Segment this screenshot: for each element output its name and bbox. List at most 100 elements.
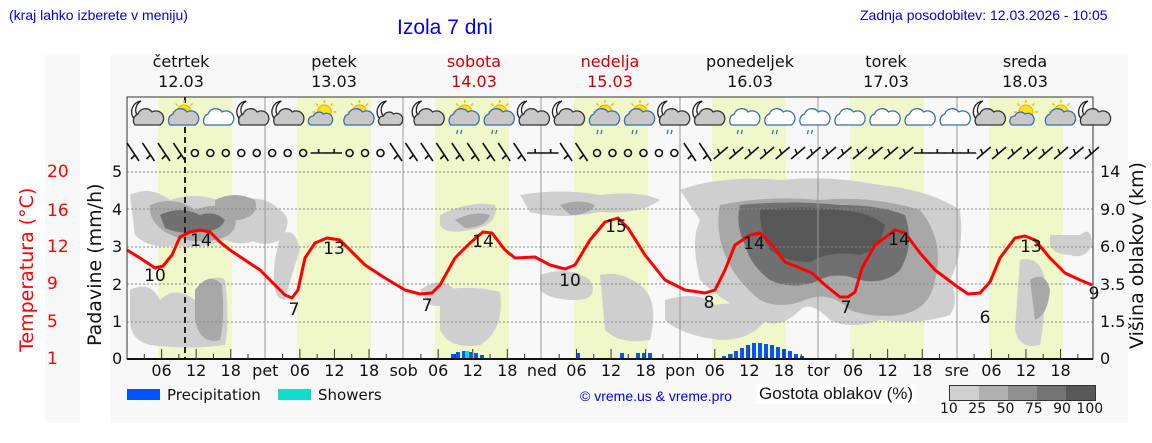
- cloudy-icon: [869, 108, 901, 126]
- weather-icons-row: [130, 100, 1112, 135]
- precip-bar: [620, 353, 624, 359]
- x-hour-label: 18: [773, 361, 795, 380]
- cloudy-icon: [202, 108, 235, 126]
- density-swatch-90: [1066, 386, 1095, 400]
- sun-cloud-drizzle-icon: [483, 100, 515, 135]
- temperature-label: 7: [422, 296, 433, 316]
- temp-tick: 16: [47, 201, 69, 221]
- wind-barb-icon: [976, 146, 992, 160]
- day-date: 17.03: [863, 72, 909, 91]
- page-title: Izola 7 dni: [397, 16, 493, 39]
- shower-bars: [465, 351, 469, 359]
- precip-bar: [468, 352, 472, 359]
- x-day-label: sob: [389, 361, 418, 380]
- precip-bar: [451, 354, 455, 359]
- x-hour-label: 06: [289, 361, 311, 380]
- day-date: 13.03: [311, 72, 357, 91]
- wind-barb-icon: [157, 142, 171, 162]
- x-hour-label: 12: [462, 361, 483, 380]
- day-name: ponedeljek: [706, 52, 794, 71]
- wind-barb-icon: [141, 142, 156, 162]
- temperature-label: 9: [1089, 284, 1100, 304]
- wind-barb-icon: [466, 142, 480, 162]
- calm-wind-icon: [592, 148, 602, 158]
- calm-wind-icon: [190, 148, 200, 158]
- temperature-label: 14: [190, 231, 212, 251]
- wind-barb-icon: [126, 142, 140, 162]
- cloud-height-tick: 1.5: [1100, 312, 1126, 331]
- wind-barb-icon: [1038, 146, 1054, 160]
- wind-barb-icon: [513, 142, 527, 162]
- precip-bar: [462, 351, 466, 359]
- density-label: 75: [1024, 401, 1043, 417]
- cloud-height-tick: 6.0: [1100, 237, 1126, 256]
- cloud-height-tick: 9.0: [1100, 200, 1126, 219]
- day-date: 15.03: [587, 72, 633, 91]
- showers-swatch: [278, 389, 311, 400]
- cloudy-icon: [939, 108, 971, 126]
- x-hour-label: 12: [739, 361, 760, 380]
- temperature-label: 7: [841, 298, 852, 318]
- wind-barb-icon: [542, 149, 559, 154]
- wind-barb-icon: [310, 149, 327, 154]
- calm-wind-icon: [252, 148, 262, 158]
- temperature-label: 13: [1020, 237, 1042, 257]
- temperature-label: 10: [144, 266, 166, 286]
- day-header-friday: petek 13.03: [265, 52, 403, 92]
- wind-barbs-row: [126, 142, 1100, 162]
- calm-wind-icon: [608, 148, 617, 158]
- x-hour-label: 12: [185, 361, 207, 380]
- copyright-link[interactable]: © vreme.us & vreme.pro: [580, 388, 732, 404]
- wind-barb-icon: [435, 142, 450, 162]
- day-header-thursday: četrtek 12.03: [112, 52, 250, 92]
- sun-cloud-drizzle-icon: [448, 100, 480, 135]
- day-date: 12.03: [158, 72, 204, 91]
- precip-tick: 1: [112, 312, 123, 331]
- day-name: sreda: [1002, 52, 1048, 71]
- x-hour-label: 18: [635, 361, 656, 380]
- day-date: 16.03: [727, 72, 773, 91]
- wind-barb-icon: [683, 142, 697, 162]
- last-update: Zadnja posodobitev: 12.03.2026 - 10:05: [860, 7, 1108, 23]
- calm-wind-icon: [639, 148, 648, 158]
- x-day-label: pon: [665, 361, 696, 380]
- wind-barb-icon: [1022, 146, 1038, 160]
- precip-bar: [740, 348, 744, 359]
- night-partly-cloudy-icon: [271, 100, 305, 126]
- x-hour-label: 06: [427, 361, 449, 380]
- temperature-label: 14: [472, 232, 494, 252]
- x-day-label: ned: [526, 361, 557, 380]
- region-menu-hint[interactable]: (kraj lahko izberete v meniju): [9, 7, 188, 23]
- cloud-drizzle-icon: [764, 108, 796, 135]
- density-swatch-10: [950, 386, 979, 400]
- wind-barb-icon: [420, 142, 434, 162]
- precipitation-swatch: [127, 389, 160, 400]
- precip-bar: [648, 353, 652, 359]
- x-hour-label: 12: [324, 361, 345, 380]
- calm-wind-icon: [654, 148, 664, 158]
- precip-bar: [770, 345, 774, 359]
- cloud-density-layer: [130, 178, 1092, 348]
- density-label: 10: [940, 401, 958, 417]
- temperature-label: 14: [743, 234, 765, 254]
- cloud-height-tick: 0: [1100, 349, 1111, 368]
- night-partly-cloudy-icon: [1077, 100, 1112, 126]
- night-partly-cloudy-icon: [130, 100, 165, 126]
- temperature-label: 10: [559, 271, 581, 291]
- precip-tick: 5: [112, 162, 123, 181]
- precip-bar: [576, 353, 580, 359]
- precip-bar: [764, 344, 768, 359]
- wind-barb-icon: [574, 142, 589, 162]
- density-swatch-75: [1037, 386, 1066, 400]
- x-hour-label: 06: [151, 361, 172, 380]
- x-hour-label: 06: [566, 361, 587, 380]
- precip-tick: 2: [112, 275, 123, 294]
- x-hour-label: 18: [220, 361, 241, 380]
- wind-barb-icon: [806, 146, 822, 160]
- wind-barb-icon: [883, 146, 899, 160]
- precip-bar: [752, 343, 756, 359]
- temp-axis-panel: [45, 55, 80, 423]
- wind-barb-icon: [759, 146, 775, 160]
- calm-wind-icon: [283, 148, 292, 158]
- day-header-monday: ponedeljek 16.03: [681, 52, 819, 92]
